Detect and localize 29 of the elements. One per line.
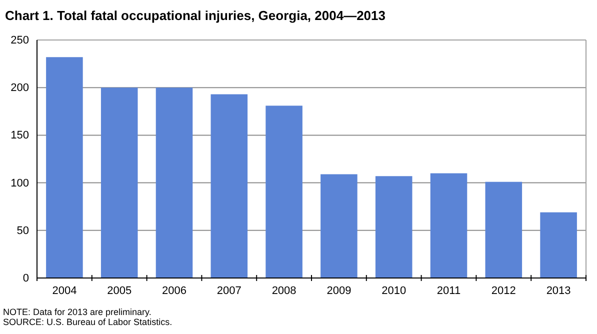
bar <box>375 176 412 278</box>
bar <box>266 106 302 278</box>
x-tick-label: 2008 <box>272 284 296 297</box>
bar <box>430 173 468 278</box>
y-tick-label: 0 <box>22 272 29 285</box>
bar <box>485 182 522 278</box>
y-tick-label: 250 <box>10 34 29 47</box>
bar <box>540 212 577 278</box>
y-tick-label: 100 <box>10 177 29 190</box>
x-tick-label: 2004 <box>52 284 77 297</box>
text: NOTE: Data for 2013 are preliminary. <box>3 307 152 317</box>
bar <box>46 57 83 278</box>
bar <box>210 94 248 278</box>
bar <box>320 174 358 278</box>
y-tick-label: 150 <box>10 130 29 142</box>
x-tick-label: 2007 <box>216 284 242 297</box>
x-tick-label: 2006 <box>162 284 186 297</box>
bar <box>156 88 193 278</box>
x-tick-label: 2010 <box>382 284 406 297</box>
x-tick-label: 2013 <box>546 284 571 297</box>
y-tick-label: 200 <box>10 82 29 94</box>
x-tick-label: 2011 <box>436 284 461 297</box>
chart-title: Chart 1. Total fatal occupational injuries, Georgia, 2004—2013 <box>5 8 386 23</box>
source-note: SOURCE: U.S. Bureau of Labor Statistics. <box>3 317 172 327</box>
x-tick-label: 2012 <box>491 284 516 297</box>
y-tick-label: 50 <box>16 224 29 237</box>
bar <box>100 88 138 278</box>
x-tick-label: 2005 <box>107 284 132 297</box>
x-tick-label: 2009 <box>326 284 352 297</box>
